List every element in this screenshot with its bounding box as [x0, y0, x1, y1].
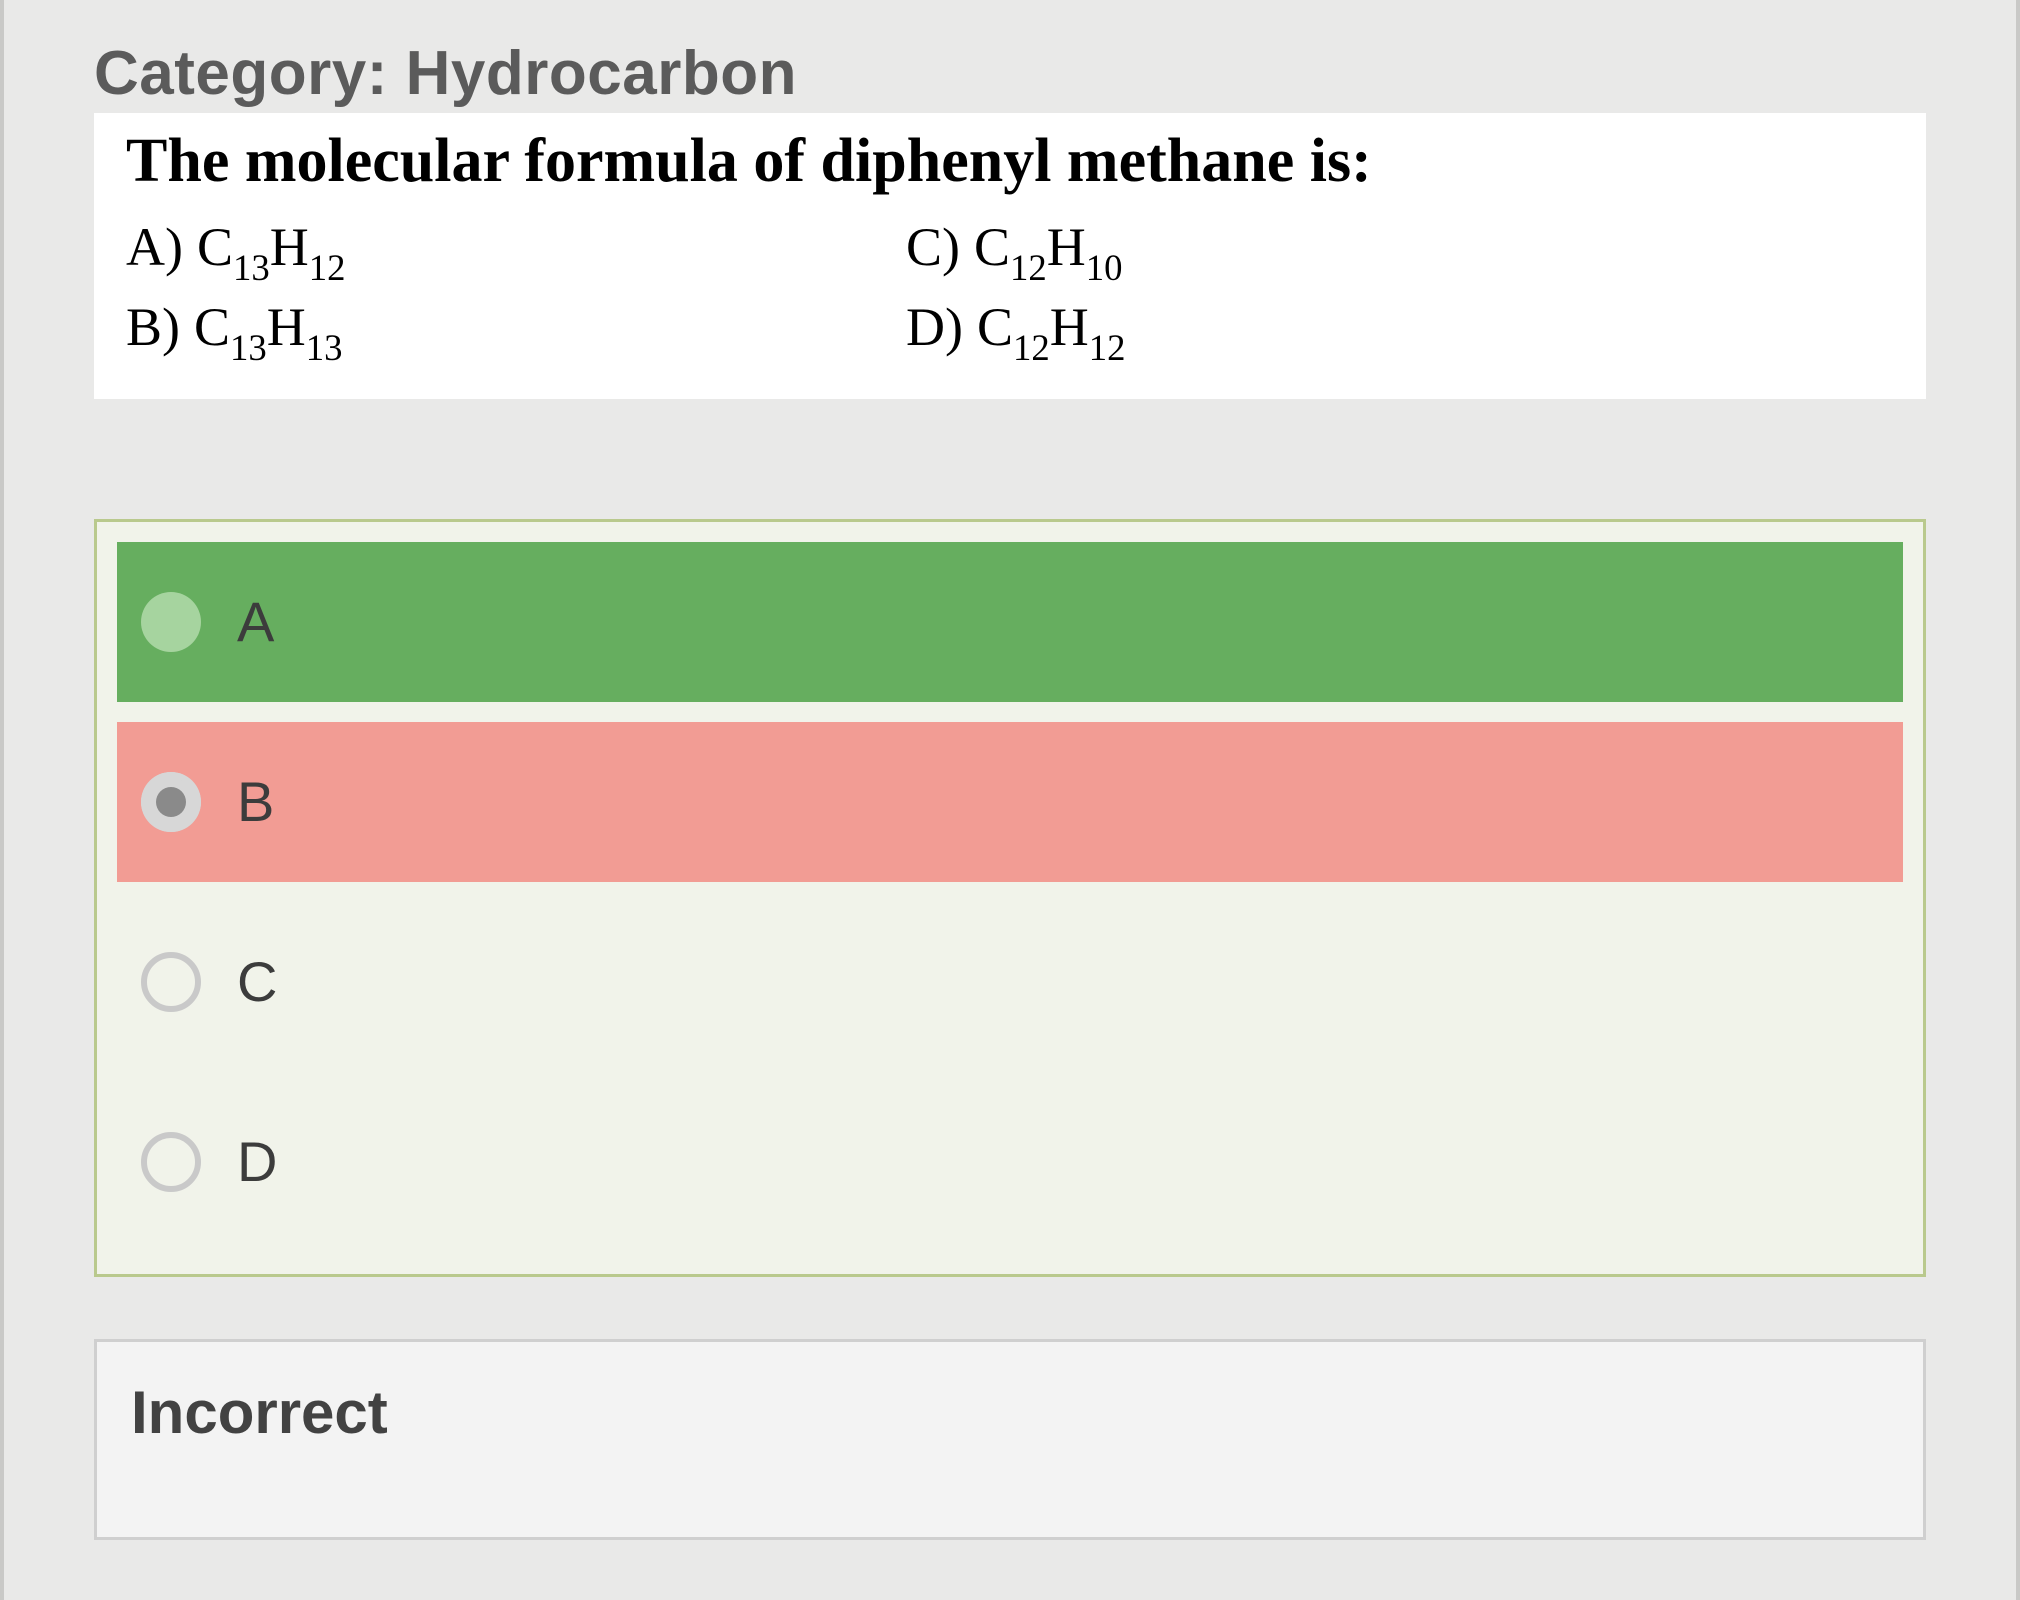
- quiz-page: Category: Hydrocarbon The molecular form…: [0, 0, 2020, 1600]
- answers-box: A B C D: [94, 519, 1926, 1277]
- question-card: The molecular formula of diphenyl methan…: [94, 113, 1926, 399]
- choice-a-sub2: 12: [309, 247, 346, 288]
- choice-c: C) C12H10: [906, 210, 1888, 290]
- choice-a-c: C: [197, 217, 233, 277]
- answer-row-c[interactable]: C: [117, 902, 1903, 1062]
- result-text: Incorrect: [131, 1378, 1889, 1447]
- choice-c-h: H: [1047, 217, 1086, 277]
- choice-b-formula: C13H13: [194, 290, 342, 370]
- choice-b-sub2: 13: [306, 327, 343, 368]
- radio-b[interactable]: [141, 772, 201, 832]
- choice-c-sub2: 10: [1086, 247, 1123, 288]
- question-text: The molecular formula of diphenyl methan…: [126, 125, 1888, 198]
- choice-b-h: H: [267, 297, 306, 357]
- choice-d-h: H: [1050, 297, 1089, 357]
- choice-c-sub1: 12: [1010, 247, 1047, 288]
- choice-d-sub1: 12: [1013, 327, 1050, 368]
- answer-row-a[interactable]: A: [117, 542, 1903, 702]
- answer-b-letter: B: [237, 769, 274, 834]
- result-box: Incorrect: [94, 1339, 1926, 1540]
- category-label: Category: Hydrocarbon: [94, 38, 1926, 109]
- choices-col-right: C) C12H10 D) C12H12: [906, 210, 1888, 370]
- choice-c-c: C: [974, 217, 1010, 277]
- choice-b-sub1: 13: [230, 327, 267, 368]
- radio-c[interactable]: [141, 952, 201, 1012]
- choice-d-formula: C12H12: [977, 290, 1125, 370]
- radio-d[interactable]: [141, 1132, 201, 1192]
- choice-a-h: H: [270, 217, 309, 277]
- answer-c-letter: C: [237, 949, 277, 1014]
- answer-a-letter: A: [237, 589, 274, 654]
- answer-row-d[interactable]: D: [117, 1082, 1903, 1242]
- choice-d-c: C: [977, 297, 1013, 357]
- choice-a: A) C13H12: [126, 210, 906, 290]
- choice-a-label: A): [126, 210, 183, 286]
- radio-a-dot: [156, 607, 186, 637]
- choice-d-sub2: 12: [1089, 327, 1126, 368]
- choices-col-left: A) C13H12 B) C13H13: [126, 210, 906, 370]
- radio-a[interactable]: [141, 592, 201, 652]
- choice-a-formula: C13H12: [197, 210, 345, 290]
- choice-b: B) C13H13: [126, 290, 906, 370]
- choice-d: D) C12H12: [906, 290, 1888, 370]
- choice-d-label: D): [906, 290, 963, 366]
- choice-a-sub1: 13: [233, 247, 270, 288]
- choice-c-label: C): [906, 210, 960, 286]
- choices-grid: A) C13H12 B) C13H13 C) C12H10 D) C12H12: [126, 210, 1888, 370]
- radio-b-dot: [156, 787, 186, 817]
- choice-b-label: B): [126, 290, 180, 366]
- answer-row-b[interactable]: B: [117, 722, 1903, 882]
- choice-c-formula: C12H10: [974, 210, 1122, 290]
- choice-b-c: C: [194, 297, 230, 357]
- answer-d-letter: D: [237, 1129, 277, 1194]
